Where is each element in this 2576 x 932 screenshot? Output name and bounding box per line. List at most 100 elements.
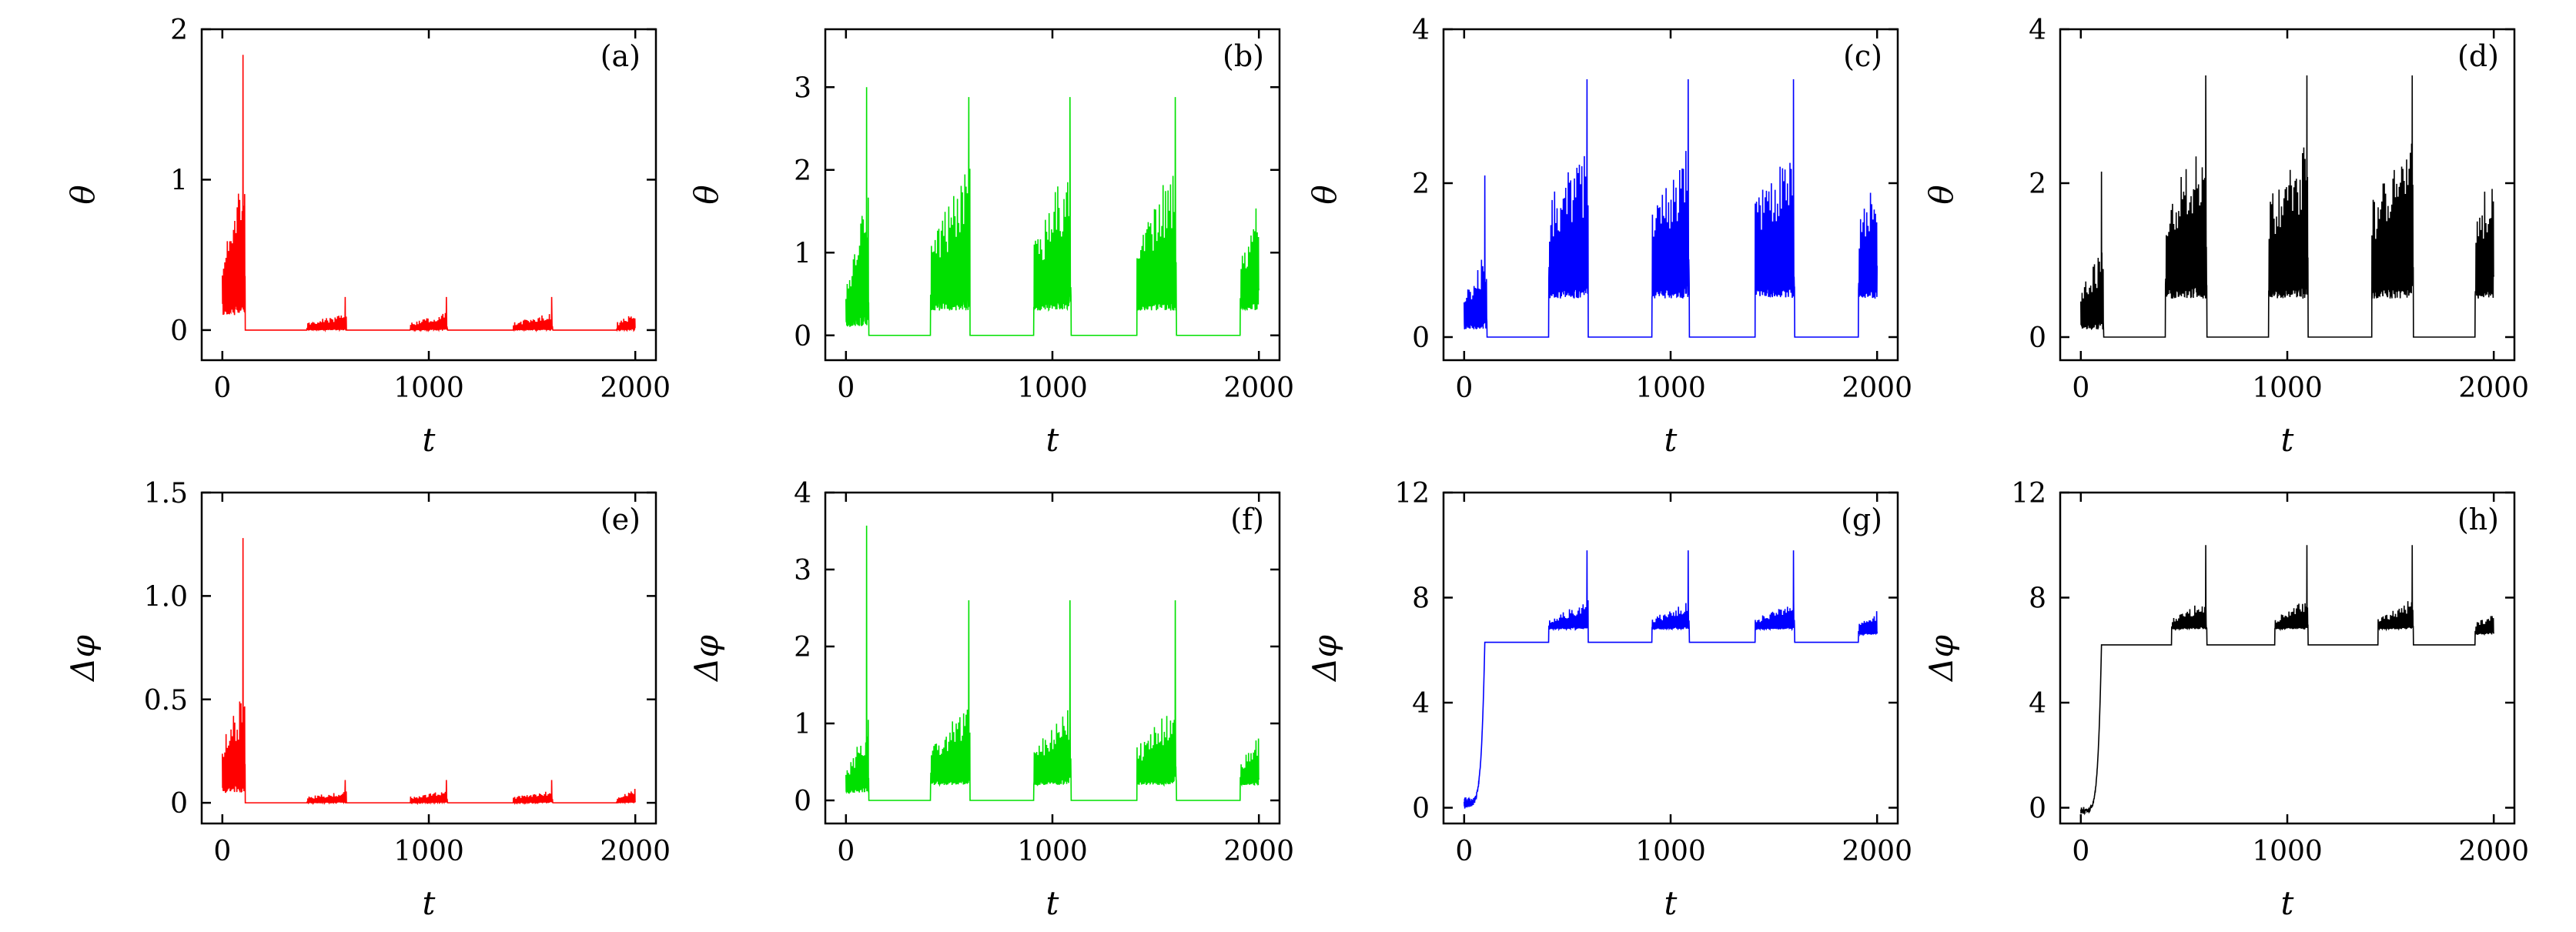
- x-tick-label: 1000: [1635, 836, 1706, 867]
- panel-label: (c): [1843, 39, 1882, 73]
- x-axis-label: t: [1046, 884, 1059, 922]
- x-tick-label: 1000: [1017, 372, 1088, 404]
- x-tick-label: 2000: [600, 836, 671, 867]
- x-tick-label: 1000: [2252, 372, 2323, 404]
- plot-frame: [2059, 491, 2516, 825]
- x-tick-label: 1000: [1635, 372, 1706, 404]
- x-tick-label: 0: [213, 372, 231, 404]
- x-tick-label: 2000: [2458, 836, 2529, 867]
- y-axis-label: θ: [1306, 185, 1343, 204]
- y-tick-label: 0: [2029, 793, 2046, 825]
- panel-label: (e): [601, 503, 641, 536]
- x-tick-label: 0: [2072, 372, 2089, 404]
- panel-label: (d): [2457, 39, 2499, 73]
- y-tick-label: 4: [1412, 688, 1430, 720]
- x-axis-label: t: [2281, 421, 2294, 459]
- series-line: [222, 55, 636, 332]
- y-axis-label: Δφ: [1922, 635, 1960, 683]
- plot-frame: [2059, 28, 2516, 362]
- y-tick-label: 12: [1394, 478, 1430, 509]
- panel-h: 0 1000 2000 0 4 8 12 t Δφ (h): [1922, 478, 2529, 922]
- y-axis-label: Δφ: [1306, 635, 1343, 683]
- x-axis-label: t: [423, 884, 436, 922]
- y-tick-label: 0: [2029, 322, 2046, 354]
- x-tick-label: 0: [837, 372, 855, 404]
- y-tick-label: 1: [170, 165, 188, 196]
- x-tick-label: 2000: [1842, 372, 1912, 404]
- y-tick-label: 4: [1412, 15, 1430, 46]
- y-tick-label: 0.5: [144, 685, 188, 717]
- plot-frame: [824, 28, 1281, 362]
- x-tick-label: 1000: [1017, 836, 1088, 867]
- panel-label: (g): [1841, 503, 1882, 536]
- panel-label: (h): [2457, 503, 2499, 536]
- y-tick-label: 3: [794, 555, 811, 586]
- panel-d: 0 1000 2000 0 2 4 t θ (d): [1922, 15, 2529, 459]
- series-line: [1464, 79, 1878, 338]
- x-axis-label: t: [2281, 884, 2294, 922]
- plot-frame: [200, 491, 657, 825]
- y-tick-label: 4: [794, 478, 811, 509]
- x-tick-label: 2000: [600, 372, 671, 404]
- y-tick-label: 0: [794, 321, 811, 352]
- x-axis-label: t: [423, 421, 436, 459]
- x-tick-label: 0: [837, 836, 855, 867]
- y-tick-label: 0: [170, 788, 188, 820]
- y-axis-label: θ: [64, 185, 102, 204]
- y-tick-label: 2: [2029, 169, 2046, 200]
- y-tick-label: 0: [170, 316, 188, 347]
- panel-b: 0 1000 2000 0 1 2 3 t θ (b): [687, 28, 1294, 459]
- y-tick-label: 1: [794, 709, 811, 740]
- panel-label: (b): [1223, 39, 1264, 73]
- y-tick-label: 2: [794, 155, 811, 187]
- y-axis-label: θ: [687, 185, 725, 204]
- y-axis-label: θ: [1922, 185, 1960, 204]
- plot-frame: [1442, 28, 1899, 362]
- x-tick-label: 0: [2072, 836, 2089, 867]
- y-tick-label: 8: [1412, 583, 1430, 615]
- y-tick-label: 12: [2011, 478, 2046, 509]
- x-tick-label: 0: [1455, 372, 1473, 404]
- y-tick-label: 1.0: [144, 581, 188, 613]
- x-axis-label: t: [1664, 421, 1678, 459]
- x-tick-label: 2000: [1223, 372, 1294, 404]
- series-line: [2080, 545, 2494, 816]
- x-tick-label: 0: [213, 836, 231, 867]
- x-tick-label: 1000: [393, 372, 464, 404]
- x-tick-label: 2000: [2458, 372, 2529, 404]
- panel-a: 0 1000 2000 0 1 2 t θ (a): [64, 15, 671, 459]
- y-tick-label: 2: [794, 632, 811, 663]
- x-tick-label: 0: [1455, 836, 1473, 867]
- panel-e: 0 1000 2000 0 0.5 1.0 1.5 t Δφ (e): [64, 478, 671, 922]
- y-tick-label: 0: [1412, 322, 1430, 354]
- y-tick-label: 0: [1412, 793, 1430, 825]
- series-line: [845, 87, 1260, 336]
- panel-c: 0 1000 2000 0 2 4 t θ (c): [1306, 15, 1912, 459]
- y-tick-label: 2: [1412, 169, 1430, 200]
- series-line: [222, 538, 636, 806]
- x-axis-label: t: [1664, 884, 1678, 922]
- x-tick-label: 2000: [1842, 836, 1912, 867]
- series-line: [845, 525, 1260, 801]
- y-tick-label: 3: [794, 72, 811, 104]
- series-line: [1464, 550, 1878, 809]
- panel-f: 0 1000 2000 0 1 2 3 4 t Δφ (f): [687, 478, 1294, 922]
- panel-g: 0 1000 2000 0 4 8 12 t Δφ (g): [1306, 478, 1912, 922]
- plot-frame: [1442, 491, 1899, 825]
- y-axis-label: Δφ: [687, 635, 725, 683]
- x-tick-label: 1000: [393, 836, 464, 867]
- panel-label: (f): [1230, 503, 1264, 536]
- x-tick-label: 1000: [2252, 836, 2323, 867]
- y-tick-label: 0: [794, 786, 811, 817]
- y-tick-label: 1: [794, 238, 811, 269]
- y-tick-label: 8: [2029, 583, 2046, 615]
- y-tick-label: 2: [170, 15, 188, 46]
- y-tick-label: 4: [2029, 688, 2046, 720]
- plot-frame: [200, 28, 657, 362]
- series-line: [2080, 75, 2494, 338]
- y-tick-label: 4: [2029, 15, 2046, 46]
- x-axis-label: t: [1046, 421, 1059, 459]
- y-axis-label: Δφ: [64, 635, 102, 683]
- x-tick-label: 2000: [1223, 836, 1294, 867]
